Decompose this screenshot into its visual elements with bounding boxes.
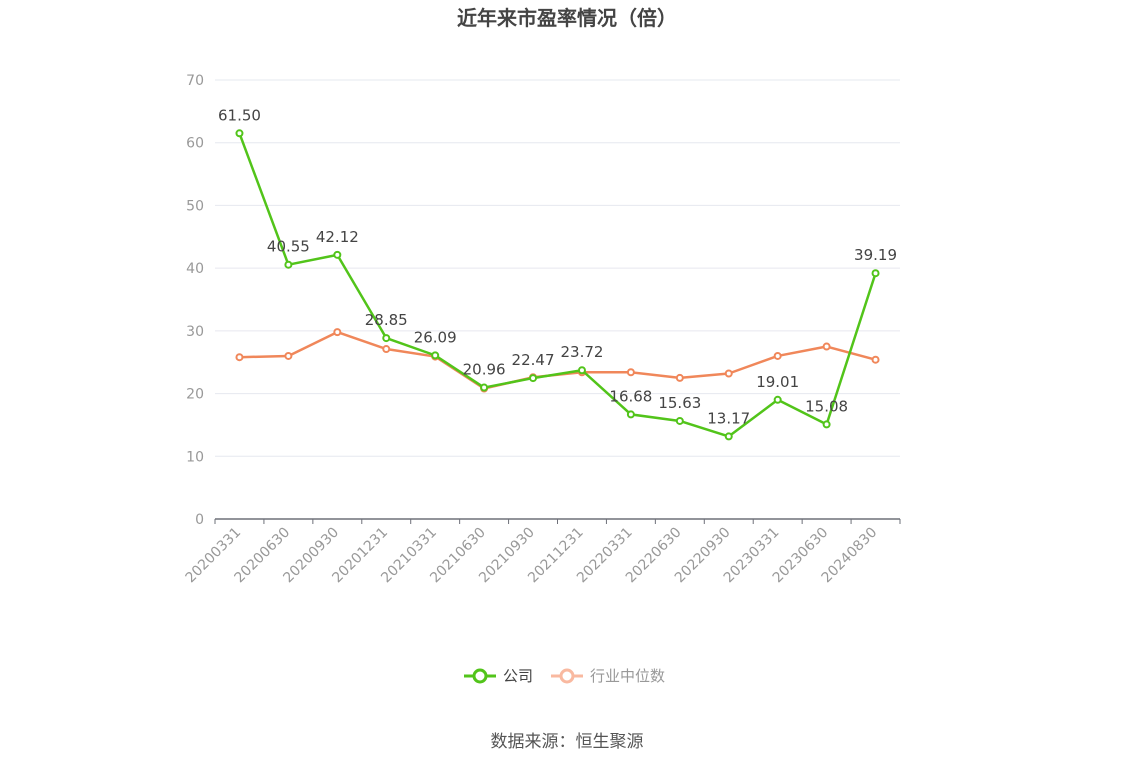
y-tick-label: 30 bbox=[186, 324, 204, 340]
data-point-company bbox=[724, 432, 733, 441]
data-label-company: 23.72 bbox=[560, 343, 603, 361]
data-point-company bbox=[675, 416, 684, 425]
legend-industry-marker bbox=[559, 668, 575, 684]
data-point-company bbox=[431, 351, 440, 360]
data-label-company: 19.01 bbox=[756, 373, 799, 391]
data-point-company bbox=[822, 420, 831, 429]
data-point-industry-median bbox=[871, 355, 880, 364]
y-tick-label: 60 bbox=[186, 136, 204, 152]
data-point-industry-median bbox=[284, 351, 293, 360]
data-label-company: 16.68 bbox=[609, 387, 652, 405]
chart-title: 近年来市盈率情况（倍） bbox=[457, 6, 677, 30]
data-label-company: 15.08 bbox=[805, 397, 848, 415]
grid-lines bbox=[215, 79, 900, 457]
data-label-company: 26.09 bbox=[414, 328, 457, 346]
y-tick-label: 40 bbox=[186, 261, 204, 277]
data-label-company: 22.47 bbox=[512, 351, 555, 369]
y-axis: 0 10 20 30 40 50 60 70 bbox=[186, 73, 204, 528]
data-point-industry-median bbox=[773, 351, 782, 360]
legend-industry-label: 行业中位数 bbox=[590, 667, 665, 685]
y-tick-label: 50 bbox=[186, 198, 204, 214]
legend-item-industry-median[interactable]: 行业中位数 bbox=[551, 667, 665, 685]
data-point-company bbox=[577, 366, 586, 375]
data-point-industry-median bbox=[822, 342, 831, 351]
data-point-industry-median bbox=[382, 345, 391, 354]
legend-company-label: 公司 bbox=[503, 667, 533, 685]
data-label-company: 39.19 bbox=[854, 246, 897, 264]
data-point-industry-median bbox=[235, 353, 244, 362]
y-tick-label: 70 bbox=[186, 73, 204, 89]
data-label-company: 28.85 bbox=[365, 311, 408, 329]
data-label-company: 42.12 bbox=[316, 228, 359, 246]
series-line-company bbox=[238, 132, 877, 438]
data-label-company: 13.17 bbox=[707, 409, 750, 427]
data-point-company bbox=[480, 383, 489, 392]
x-axis: 2020033120200630202009302020123120210331… bbox=[183, 518, 901, 586]
data-labels: 61.50 40.55 42.12 28.85 26.09 20.96 22.47 23.72… bbox=[218, 106, 897, 427]
data-point-company bbox=[626, 410, 635, 419]
data-point-company bbox=[235, 129, 244, 138]
y-tick-label: 20 bbox=[186, 387, 204, 403]
data-point-industry-median bbox=[675, 373, 684, 382]
data-point-company bbox=[333, 250, 342, 259]
data-point-company bbox=[382, 334, 391, 343]
data-label-company: 40.55 bbox=[267, 238, 310, 256]
data-label-company: 15.63 bbox=[658, 394, 701, 412]
legend-company-marker bbox=[472, 668, 488, 684]
data-source: 数据来源：恒生聚源 bbox=[491, 732, 644, 752]
legend: 公司 行业中位数 bbox=[464, 667, 665, 685]
legend-item-company[interactable]: 公司 bbox=[464, 667, 533, 685]
data-point-industry-median bbox=[333, 328, 342, 337]
y-tick-label: 10 bbox=[186, 449, 204, 465]
series-layer bbox=[235, 129, 880, 441]
data-point-company bbox=[284, 260, 293, 269]
data-point-industry-median bbox=[626, 368, 635, 377]
y-tick-label: 0 bbox=[195, 512, 204, 528]
data-point-company bbox=[529, 374, 538, 383]
data-label-company: 20.96 bbox=[463, 361, 506, 379]
data-label-company: 61.50 bbox=[218, 106, 261, 124]
data-point-industry-median bbox=[724, 369, 733, 378]
data-point-company bbox=[871, 269, 880, 278]
data-point-company bbox=[773, 395, 782, 404]
